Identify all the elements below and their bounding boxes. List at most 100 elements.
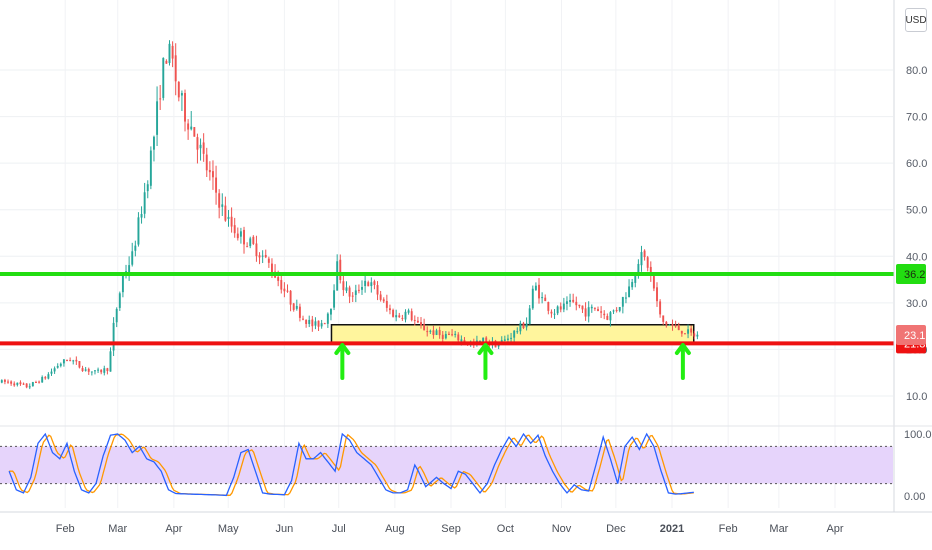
candle-body xyxy=(454,333,457,335)
candle-body xyxy=(128,265,131,273)
candle-body xyxy=(149,150,152,186)
candle-body xyxy=(13,383,16,386)
time-tick-label: Aug xyxy=(385,523,405,535)
candle-body xyxy=(506,338,509,340)
candle-body xyxy=(621,297,624,307)
candle-body xyxy=(339,259,342,280)
grid xyxy=(0,0,893,508)
candle-body xyxy=(364,280,367,287)
candle-body xyxy=(550,311,553,314)
candle-body xyxy=(420,322,422,326)
resistance-price-badge-text: 36.2 xyxy=(904,269,925,281)
time-tick-label: Nov xyxy=(552,523,572,535)
price-tick-label: 10.0 xyxy=(906,391,927,403)
candle-body xyxy=(81,368,84,372)
candle-body xyxy=(112,322,115,351)
candle-body xyxy=(646,257,649,268)
candle-body xyxy=(510,337,513,339)
arrow-markers[interactable] xyxy=(334,343,691,380)
candle-body xyxy=(218,193,221,208)
time-tick-label: Sep xyxy=(441,523,461,535)
price-tick-label: 40.0 xyxy=(906,251,927,263)
horizontal-lines[interactable] xyxy=(0,271,894,346)
candle-body xyxy=(652,274,655,289)
time-tick-label: Apr xyxy=(165,523,182,535)
candle-body xyxy=(187,123,190,130)
candle-body xyxy=(16,382,19,385)
candle-body xyxy=(134,245,137,251)
candle-body xyxy=(261,255,264,257)
support-zone-rectangle[interactable] xyxy=(330,323,695,345)
candle-body xyxy=(19,382,22,385)
candle-body xyxy=(618,307,621,311)
candle-body xyxy=(227,216,230,219)
candle-body xyxy=(317,320,320,327)
support-zone-layer[interactable] xyxy=(330,323,695,345)
candle-body xyxy=(600,311,603,313)
stochastic-band xyxy=(0,445,893,485)
candle-body xyxy=(159,98,162,100)
candle-body xyxy=(72,360,75,362)
candle-body xyxy=(190,126,193,130)
candle-body xyxy=(292,303,295,310)
candle-body xyxy=(199,144,202,149)
candle-body xyxy=(305,319,308,324)
candle-body xyxy=(482,337,485,342)
candle-body xyxy=(584,308,587,317)
candle-body xyxy=(578,304,581,307)
candle-body xyxy=(271,263,273,273)
candle-body xyxy=(193,127,196,137)
candle-body xyxy=(581,305,584,310)
candle-body xyxy=(665,321,668,325)
candle-body xyxy=(370,282,373,286)
candle-body xyxy=(603,313,606,316)
time-tick-label: Feb xyxy=(719,523,738,535)
up-arrow-marker[interactable] xyxy=(674,343,691,380)
candle-body xyxy=(35,382,37,384)
candle-body xyxy=(572,299,575,302)
candle-body xyxy=(90,371,93,373)
up-arrow-marker[interactable] xyxy=(334,343,351,380)
arrow-head xyxy=(674,343,691,355)
candle-body xyxy=(196,137,199,150)
candle-body xyxy=(180,93,183,96)
candle-body xyxy=(367,282,370,287)
candle-body xyxy=(140,214,143,218)
candle-body xyxy=(637,263,640,274)
candle-body xyxy=(401,317,404,319)
price-badges: 36.221.323.1 xyxy=(896,263,926,354)
candle-body xyxy=(683,333,686,335)
price-axis-labels: 10.020.030.040.050.060.070.080.00.00100.… xyxy=(904,65,932,503)
candle-body xyxy=(314,321,317,326)
candle-body xyxy=(693,333,696,337)
candle-body xyxy=(634,274,637,283)
last-price-badge: 23.1 xyxy=(896,324,926,345)
candle-body xyxy=(177,81,180,98)
candle-body xyxy=(441,334,444,339)
candle-body xyxy=(690,328,693,333)
currency-button[interactable]: USD xyxy=(905,8,927,32)
candle-body xyxy=(302,318,304,320)
candle-body xyxy=(109,351,112,372)
time-tick-label: Feb xyxy=(56,523,75,535)
candle-body xyxy=(556,306,559,314)
candle-body xyxy=(432,330,435,336)
candle-body xyxy=(100,369,103,373)
candle-body xyxy=(106,368,109,372)
candle-body xyxy=(295,305,298,309)
candle-body xyxy=(426,331,429,333)
candle-body xyxy=(382,299,385,302)
candle-body xyxy=(243,229,245,245)
candle-body xyxy=(671,324,674,326)
up-arrow-marker[interactable] xyxy=(477,343,494,380)
stochastic-k-line xyxy=(8,432,694,497)
candle-body xyxy=(289,290,292,305)
candle-body xyxy=(392,309,395,317)
candle-body xyxy=(7,381,9,383)
candle-body xyxy=(631,281,634,288)
candle-body xyxy=(277,277,280,281)
price-tick-label: 50.0 xyxy=(906,205,927,217)
time-tick-label: Apr xyxy=(826,523,843,535)
